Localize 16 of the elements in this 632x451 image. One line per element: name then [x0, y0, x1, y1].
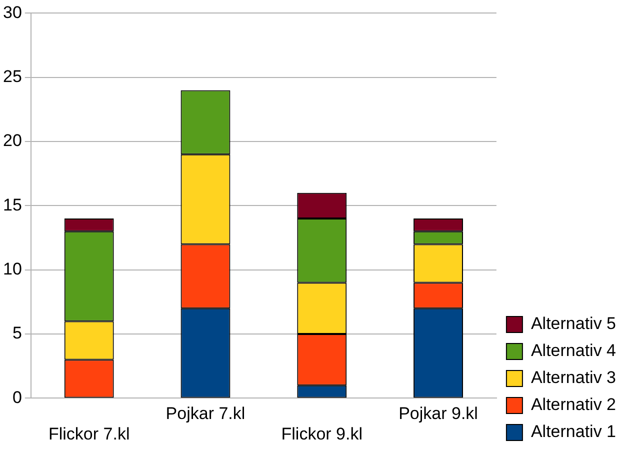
y-tick-label: 0 [12, 388, 22, 407]
x-tick-label: Flickor 9.kl [281, 424, 362, 444]
legend-label: Alternativ 4 [530, 341, 616, 360]
legend-label: Alternativ 2 [530, 395, 616, 414]
legend-label: Alternativ 3 [530, 368, 616, 388]
x-tick-label: Pojkar 7.kl [166, 404, 246, 424]
legend-label: Alternativ 5 [530, 314, 616, 334]
y-tick-label: 15 [2, 195, 22, 214]
y-tick-label: 5 [12, 324, 22, 343]
y-tick-label: 20 [2, 131, 22, 150]
legend-label: Alternativ 1 [530, 422, 616, 442]
y-tick-label: 10 [2, 260, 22, 279]
x-tick-label: Pojkar 9.kl [398, 404, 478, 424]
y-tick-label: 25 [2, 67, 22, 86]
x-tick-label: Flickor 7.kl [48, 424, 130, 444]
y-tick-label: 30 [2, 2, 22, 22]
